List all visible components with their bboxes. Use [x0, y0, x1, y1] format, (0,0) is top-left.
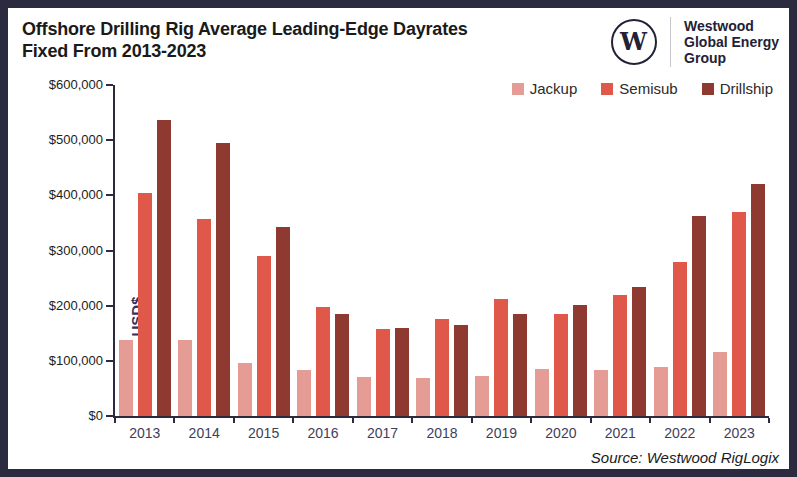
- drillship-bar-2022: [692, 216, 706, 416]
- bar-group-2020: [531, 85, 590, 416]
- bar-group-2017: [353, 85, 412, 416]
- y-tick-label-0: $0: [89, 408, 103, 424]
- drillship-bar-2015: [276, 227, 290, 416]
- x-tick-label-2019: 2019: [472, 425, 531, 441]
- jackup-bar-2023: [713, 352, 727, 416]
- x-tick-label-2017: 2017: [353, 425, 412, 441]
- jackup-bar-2022: [654, 367, 668, 416]
- bar-group-2022: [650, 85, 709, 416]
- bar-group-2021: [591, 85, 650, 416]
- y-axis-labels: $0$100,000$200,000$300,000$400,000$500,0…: [13, 85, 103, 416]
- y-tick-mark-3: [106, 250, 113, 252]
- x-tick-label-2022: 2022: [650, 425, 709, 441]
- x-tick-label-2015: 2015: [234, 425, 293, 441]
- chart-title-line1: Offshore Drilling Rig Average Leading-Ed…: [22, 18, 468, 40]
- y-tick-mark-4: [106, 194, 113, 196]
- drillship-bar-2020: [573, 305, 587, 416]
- semisub-bar-2023: [732, 212, 746, 416]
- jackup-bar-2013: [119, 340, 133, 416]
- semisub-bar-2021: [613, 295, 627, 416]
- logo-wordmark: Westwood Global Energy Group: [684, 18, 779, 66]
- drillship-bar-2016: [335, 314, 349, 416]
- bar-group-2019: [472, 85, 531, 416]
- y-tick-label-2: $200,000: [49, 298, 103, 314]
- y-tick-mark-5: [106, 139, 113, 141]
- logo-wordmark-line2: Global Energy: [684, 34, 779, 50]
- semisub-bar-2018: [435, 319, 449, 416]
- semisub-bar-2014: [197, 219, 211, 416]
- bars-row: [115, 85, 769, 416]
- jackup-bar-2018: [416, 378, 430, 416]
- semisub-bar-2013: [138, 193, 152, 416]
- bar-group-2018: [412, 85, 471, 416]
- x-tick-label-2020: 2020: [531, 425, 590, 441]
- chart-card: Offshore Drilling Rig Average Leading-Ed…: [8, 8, 789, 469]
- x-tick-label-2018: 2018: [412, 425, 471, 441]
- semisub-bar-2022: [673, 262, 687, 416]
- jackup-bar-2015: [238, 363, 252, 416]
- jackup-bar-2019: [475, 376, 489, 416]
- source-note: Source: Westwood RigLogix: [591, 449, 779, 466]
- drillship-bar-2019: [513, 314, 527, 416]
- y-tick-label-5: $500,000: [49, 132, 103, 148]
- x-tick-label-2016: 2016: [293, 425, 352, 441]
- logo-divider: [670, 17, 672, 67]
- logo-wordmark-line1: Westwood: [684, 18, 779, 34]
- bar-group-2016: [293, 85, 352, 416]
- semisub-bar-2016: [316, 307, 330, 416]
- y-tick-label-1: $100,000: [49, 353, 103, 369]
- drillship-bar-2014: [216, 143, 230, 416]
- jackup-bar-2014: [178, 340, 192, 416]
- westwood-monogram-icon: W: [611, 19, 657, 65]
- x-tick-label-2023: 2023: [710, 425, 769, 441]
- y-tick-label-3: $300,000: [49, 243, 103, 259]
- x-tick-label-2013: 2013: [115, 425, 174, 441]
- y-tick-mark-2: [106, 305, 113, 307]
- y-tick-mark-1: [106, 360, 113, 362]
- page: { "header": { "title_line1": "Offshore D…: [0, 0, 797, 477]
- logo-wordmark-line3: Group: [684, 50, 779, 66]
- chart-title: Offshore Drilling Rig Average Leading-Ed…: [22, 18, 468, 62]
- jackup-bar-2016: [297, 370, 311, 416]
- drillship-bar-2017: [395, 328, 409, 416]
- bar-group-2023: [710, 85, 769, 416]
- drillship-bar-2018: [454, 325, 468, 416]
- bar-group-2015: [234, 85, 293, 416]
- jackup-bar-2017: [357, 377, 371, 416]
- jackup-bar-2021: [594, 370, 608, 416]
- y-tick-mark-6: [106, 84, 113, 86]
- drillship-bar-2023: [751, 184, 765, 416]
- bar-group-2014: [174, 85, 233, 416]
- chart-title-line2: Fixed From 2013-2023: [22, 40, 468, 62]
- x-tick-label-2014: 2014: [174, 425, 233, 441]
- jackup-bar-2020: [535, 369, 549, 416]
- x-tick-label-2021: 2021: [591, 425, 650, 441]
- semisub-bar-2015: [257, 256, 271, 416]
- bar-group-2013: [115, 85, 174, 416]
- semisub-bar-2020: [554, 314, 568, 416]
- westwood-logo: W Westwood Global Energy Group: [611, 17, 779, 67]
- semisub-bar-2017: [376, 329, 390, 416]
- x-axis-labels: 2013201420152016201720182019202020212022…: [115, 425, 769, 441]
- drillship-bar-2013: [157, 120, 171, 416]
- y-tick-label-4: $400,000: [49, 187, 103, 203]
- plot-area: USD$ $0$100,000$200,000$300,000$400,000$…: [113, 85, 769, 418]
- semisub-bar-2019: [494, 299, 508, 416]
- y-tick-label-6: $600,000: [49, 77, 103, 93]
- logo-w-letter: W: [620, 27, 647, 56]
- drillship-bar-2021: [632, 287, 646, 416]
- y-tick-mark-0: [106, 415, 113, 417]
